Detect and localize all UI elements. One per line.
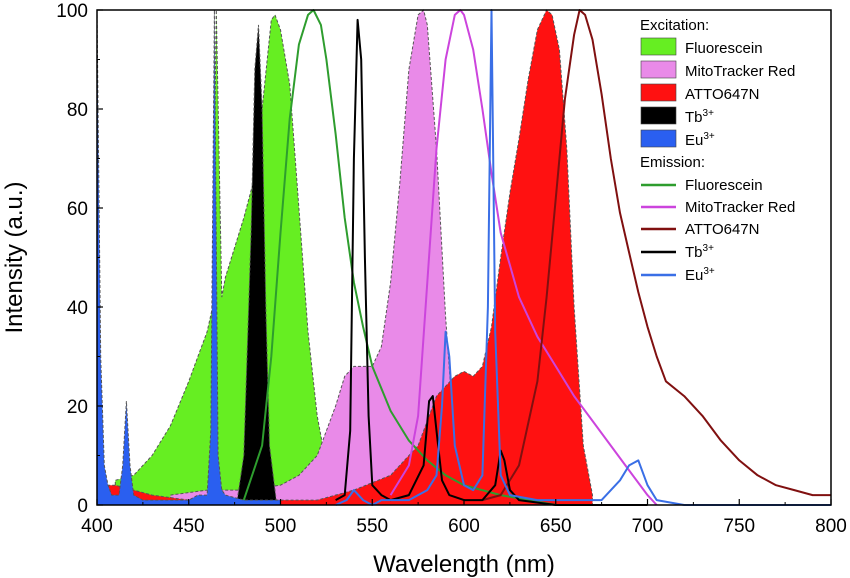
legend-label-atto-emission: ATTO647N <box>685 221 759 238</box>
legend-emission-heading: Emission: <box>640 154 705 171</box>
legend: Excitation: Fluorescein MitoTracker Red … <box>640 17 795 284</box>
legend-label-atto-excitation: ATTO647N <box>685 86 759 103</box>
excitation-fills <box>96 9 593 506</box>
y-tick-label: 60 <box>67 199 88 220</box>
legend-label-tb-excitation: Tb3+ <box>685 108 714 126</box>
x-axis: 400 450 500 550 600 650 700 750 800 <box>81 499 847 537</box>
y-tick-label: 0 <box>77 496 88 517</box>
emission-lines <box>242 9 831 506</box>
y-tick-label: 40 <box>67 298 88 319</box>
legend-swatch-fluorescein-excitation <box>640 37 677 56</box>
legend-label-mitotracker-emission: MitoTracker Red <box>685 199 795 216</box>
excitation-area-fluorescein <box>114 9 337 506</box>
x-tick-label: 500 <box>265 516 297 537</box>
legend-label-mitotracker-excitation: MitoTracker Red <box>685 63 795 80</box>
emission-line-atto <box>482 9 831 502</box>
x-tick-label: 400 <box>81 516 113 537</box>
legend-swatch-atto-excitation <box>640 83 677 102</box>
legend-excitation-heading: Excitation: <box>640 17 709 34</box>
x-tick-label: 800 <box>815 516 847 537</box>
excitation-area-eu <box>96 9 281 506</box>
x-tick-label: 600 <box>448 516 480 537</box>
legend-label-fluorescein-excitation: Fluorescein <box>685 40 763 57</box>
emission-line-mitotracker <box>389 9 658 506</box>
legend-label-fluorescein-emission: Fluorescein <box>685 177 763 194</box>
x-tick-label: 550 <box>356 516 388 537</box>
legend-swatch-mitotracker-excitation <box>640 60 677 79</box>
x-tick-label: 450 <box>173 516 205 537</box>
x-tick-label: 700 <box>632 516 664 537</box>
emission-line-tb <box>335 18 648 506</box>
emission-line-eu <box>335 9 831 506</box>
excitation-area-tb <box>235 24 278 506</box>
y-axis: 0 20 40 60 80 100 <box>56 1 103 517</box>
legend-label-eu-excitation: Eu3+ <box>685 131 715 149</box>
legend-label-tb-emission: Tb3+ <box>685 243 714 261</box>
legend-label-eu-emission: Eu3+ <box>685 266 715 284</box>
legend-swatch-eu-excitation <box>640 129 677 148</box>
x-axis-title: Wavelength (nm) <box>373 551 555 578</box>
y-axis-title: Intensity (a.u.) <box>1 181 28 333</box>
x-tick-label: 650 <box>540 516 572 537</box>
y-tick-label: 20 <box>67 397 88 418</box>
x-tick-label: 750 <box>723 516 755 537</box>
y-tick-label: 100 <box>56 1 88 22</box>
legend-swatch-tb-excitation <box>640 106 677 125</box>
y-tick-label: 80 <box>67 100 88 121</box>
excitation-area-mitotracker <box>169 9 465 506</box>
